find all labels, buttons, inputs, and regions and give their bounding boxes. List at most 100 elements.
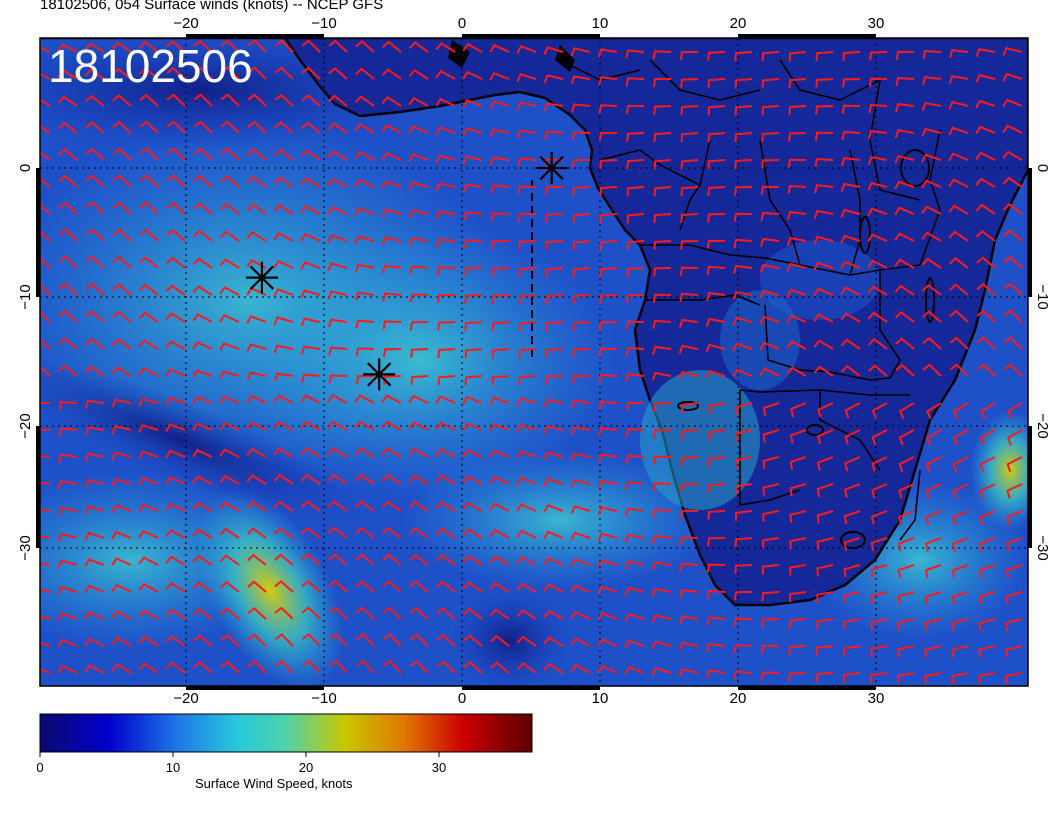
wind-barb [706, 291, 726, 301]
wind-barb [111, 530, 132, 540]
wind-barb [85, 399, 105, 409]
wind-barb [491, 294, 510, 305]
wind-barb [543, 398, 564, 408]
wind-barb [111, 41, 132, 53]
wind-barb [354, 123, 375, 134]
wind-barb [84, 637, 105, 647]
wind-barb [653, 105, 672, 115]
wind-barb [895, 50, 915, 60]
wind-barb [300, 289, 321, 299]
wind-barb [949, 283, 969, 296]
wind-barb [192, 607, 213, 620]
colorbar-tick-1: 0 [36, 760, 44, 775]
wind-barb [138, 367, 159, 377]
wind-barb [814, 184, 834, 194]
wind-barb [570, 610, 591, 620]
wind-barb [192, 341, 213, 350]
wind-barb [898, 456, 915, 473]
wind-barb [734, 159, 753, 169]
wind-barb [328, 606, 348, 620]
wind-barb [219, 314, 240, 323]
wind-barb [58, 427, 78, 437]
wind-barb [516, 503, 537, 512]
wind-barb [382, 292, 402, 302]
wind-barb [679, 266, 699, 276]
wind-barb [624, 665, 645, 675]
wind-barb [518, 240, 537, 250]
wind-barb [192, 501, 213, 512]
wind-barb [138, 635, 159, 647]
wind-barb [247, 660, 267, 674]
wind-barb [816, 618, 834, 630]
wind-barb [463, 239, 483, 249]
page-title: 18102506, 054 Surface winds (knots) -- N… [40, 0, 384, 13]
wind-barb [165, 581, 186, 593]
wind-barb [301, 606, 321, 620]
wind-barb [138, 397, 159, 407]
wind-barb [356, 375, 375, 385]
wind-barb [354, 235, 375, 245]
wind-barb [84, 452, 105, 462]
wind-barb [840, 364, 861, 377]
wind-barb [40, 338, 51, 350]
wind-barb [138, 609, 159, 620]
wind-barb [894, 310, 915, 323]
wind-barb [192, 422, 213, 432]
wind-barb [328, 579, 348, 593]
wind-barb [138, 476, 159, 486]
wind-barb [978, 618, 996, 632]
wind-barb [355, 633, 375, 647]
wind-barb [599, 321, 618, 331]
map-field [40, 38, 1028, 686]
wind-barb [166, 256, 186, 269]
wind-barb [247, 633, 267, 647]
wind-barb [543, 662, 564, 674]
wind-barb [652, 293, 672, 303]
wind-barb [138, 450, 159, 460]
wind-barb [948, 204, 969, 215]
wind-barb [139, 174, 159, 188]
wind-barb [462, 183, 483, 193]
wind-barb [843, 645, 861, 657]
wind-barb [572, 321, 591, 331]
wind-barb [815, 105, 834, 115]
wind-barb [761, 105, 780, 116]
wind-barb [816, 456, 834, 471]
wind-barb [975, 73, 996, 83]
wind-barb [58, 174, 78, 188]
wind-barb [681, 402, 699, 414]
wind-barb [40, 535, 51, 539]
wind-barb [408, 500, 429, 512]
wind-barb [790, 402, 807, 418]
wind-barb [462, 554, 483, 566]
wind-barb [490, 661, 510, 674]
wind-barb [760, 237, 780, 247]
wind-barb [139, 67, 159, 80]
wind-barb [381, 68, 402, 80]
wind-barb [707, 105, 726, 116]
wind-barb [871, 429, 888, 446]
wind-barb [762, 429, 780, 443]
wind-barb [680, 456, 699, 466]
wind-barb [165, 312, 186, 323]
wind-barb [1002, 124, 1023, 134]
frame-ticks [36, 34, 1032, 690]
wind-barb [975, 229, 996, 242]
wind-barb [382, 553, 402, 566]
wind-barb [624, 586, 645, 596]
wind-barb [1003, 309, 1023, 323]
wind-barb [219, 258, 240, 269]
wind-barb [926, 402, 942, 420]
wind-barb [516, 129, 537, 139]
wind-barb [193, 120, 213, 134]
wind-barb [381, 394, 402, 404]
wind-barb [517, 185, 537, 195]
wind-barb [948, 152, 969, 162]
wind-barb [518, 348, 537, 359]
wind-barb [355, 606, 375, 620]
wind-barb [976, 336, 996, 350]
wind-barb [922, 49, 942, 60]
wind-barb [58, 148, 78, 161]
wind-barb [598, 76, 618, 86]
wind-barb [761, 51, 780, 62]
